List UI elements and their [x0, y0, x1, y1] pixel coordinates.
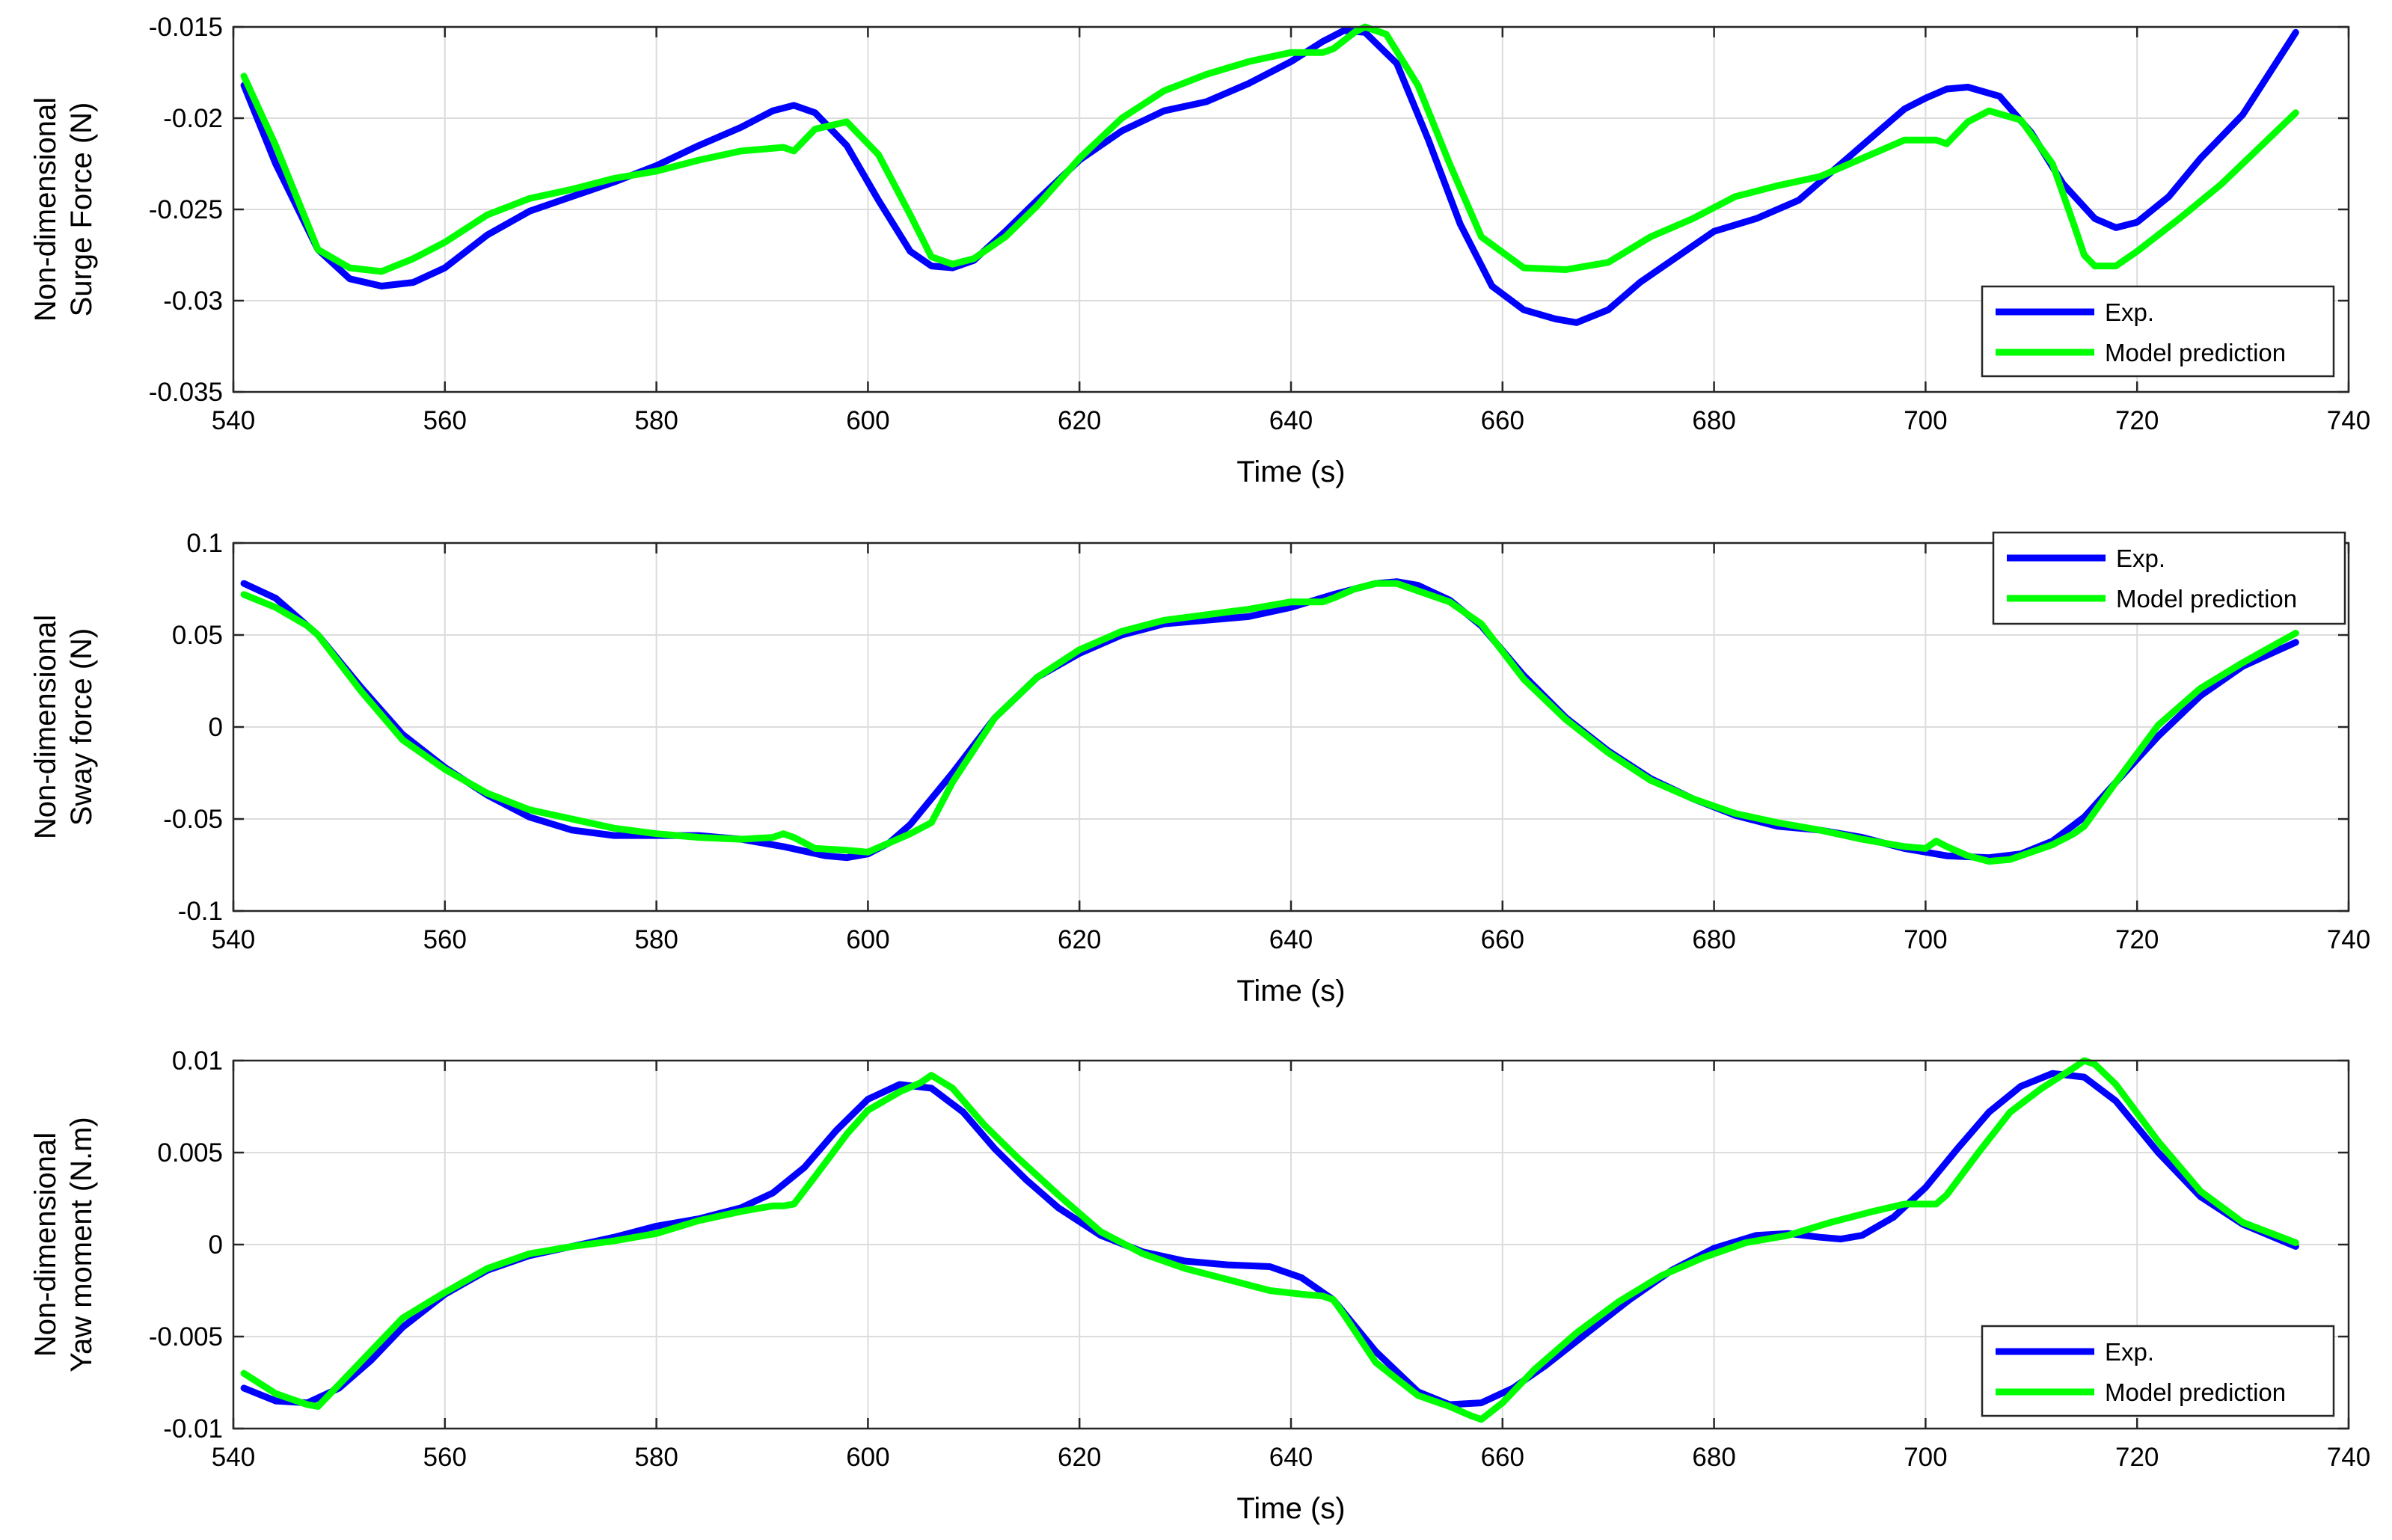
x-tick-label: 740 — [2327, 406, 2370, 435]
panel-1: 540 560 580 600 620 640 660 680 700 720 740 -0.035 -… — [29, 13, 2370, 488]
x-tick-label: 640 — [1269, 406, 1313, 435]
y-tick-label: -0.1 — [178, 897, 223, 926]
y-tick-label: -0.02 — [163, 104, 223, 133]
y-tick-label: -0.005 — [149, 1322, 223, 1352]
legend-label: Model prediction — [2105, 339, 2286, 366]
x-tick-label: 700 — [1904, 406, 1947, 435]
legend-box — [1981, 1325, 2335, 1417]
x-tick-label: 740 — [2327, 925, 2370, 954]
series-line-model-prediction — [240, 580, 2299, 865]
y-tick-label: -0.015 — [149, 13, 223, 42]
x-tick-label: 720 — [2115, 406, 2159, 435]
x-axis-label: Time (s) — [1236, 1492, 1345, 1525]
x-tick-label: 580 — [634, 406, 678, 435]
x-tick-label: 580 — [634, 925, 678, 954]
legend: Exp. Model prediction — [1981, 285, 2335, 378]
x-tick-label: 620 — [1058, 406, 1101, 435]
legend: Exp. Model prediction — [1992, 531, 2346, 625]
y-tick-label: 0 — [209, 713, 223, 742]
y-tick-label: 0.005 — [157, 1138, 223, 1168]
y-tick-label: 0.01 — [172, 1046, 223, 1076]
x-tick-label: 640 — [1269, 1443, 1313, 1472]
series-line-exp — [240, 578, 2299, 862]
x-tick-label: 660 — [1481, 1443, 1524, 1472]
y-tick-label: 0.1 — [186, 529, 223, 558]
legend-label: Model prediction — [2116, 585, 2297, 613]
legend-box — [1992, 531, 2346, 625]
panel-2: 540 560 580 600 620 640 660 680 700 720 740 -0.1 -0.… — [29, 529, 2370, 1007]
x-tick-label: 600 — [846, 925, 889, 954]
x-tick-label: 700 — [1904, 925, 1947, 954]
x-tick-label: 680 — [1692, 1443, 1735, 1472]
panel-3: 540 560 580 600 620 640 660 680 700 720 740 -0.01 -0… — [29, 1046, 2370, 1525]
legend: Exp. Model prediction — [1981, 1325, 2335, 1417]
x-tick-label: 600 — [846, 406, 889, 435]
x-axis-label: Time (s) — [1236, 455, 1345, 488]
y-axis-label: Sway force (N) — [65, 628, 98, 826]
y-tick-label: -0.035 — [149, 378, 223, 407]
x-tick-label: 560 — [423, 406, 467, 435]
series-line-model-prediction — [240, 23, 2299, 275]
x-tick-label: 720 — [2115, 1443, 2159, 1472]
x-tick-label: 620 — [1058, 1443, 1101, 1472]
x-tick-label: 720 — [2115, 925, 2159, 954]
x-tick-label: 660 — [1481, 406, 1524, 435]
x-tick-label: 680 — [1692, 406, 1735, 435]
y-axis-label: Surge Force (N) — [65, 102, 98, 317]
y-tick-label: -0.025 — [149, 195, 223, 224]
legend-box — [1981, 285, 2335, 378]
x-tick-label: 640 — [1269, 925, 1313, 954]
y-axis-label: Yaw moment (N.m) — [65, 1117, 98, 1372]
x-tick-label: 560 — [423, 1443, 467, 1472]
x-tick-label: 620 — [1058, 925, 1101, 954]
y-axis-label: Non-dimensional — [29, 615, 62, 839]
legend-label: Model prediction — [2105, 1378, 2286, 1406]
y-tick-label: 0 — [209, 1230, 223, 1260]
x-tick-label: 600 — [846, 1443, 889, 1472]
legend-label: Exp. — [2116, 544, 2165, 572]
x-tick-label: 540 — [212, 1443, 255, 1472]
x-tick-label: 540 — [212, 925, 255, 954]
x-tick-label: 700 — [1904, 1443, 1947, 1472]
y-tick-label: -0.05 — [163, 805, 223, 834]
x-tick-label: 680 — [1692, 925, 1735, 954]
x-tick-label: 740 — [2327, 1443, 2370, 1472]
y-tick-label: 0.05 — [172, 621, 223, 650]
x-tick-label: 580 — [634, 1443, 678, 1472]
series-line-model-prediction — [240, 1057, 2299, 1423]
x-tick-label: 540 — [212, 406, 255, 435]
legend-label: Exp. — [2105, 1338, 2154, 1366]
y-tick-label: -0.03 — [163, 286, 223, 316]
y-tick-label: -0.01 — [163, 1414, 223, 1444]
legend-label: Exp. — [2105, 298, 2154, 326]
x-tick-label: 560 — [423, 925, 467, 954]
x-axis-label: Time (s) — [1236, 975, 1345, 1007]
y-axis-label: Non-dimensional — [29, 1132, 62, 1357]
y-axis-label: Non-dimensional — [29, 97, 62, 322]
x-tick-label: 660 — [1481, 925, 1524, 954]
